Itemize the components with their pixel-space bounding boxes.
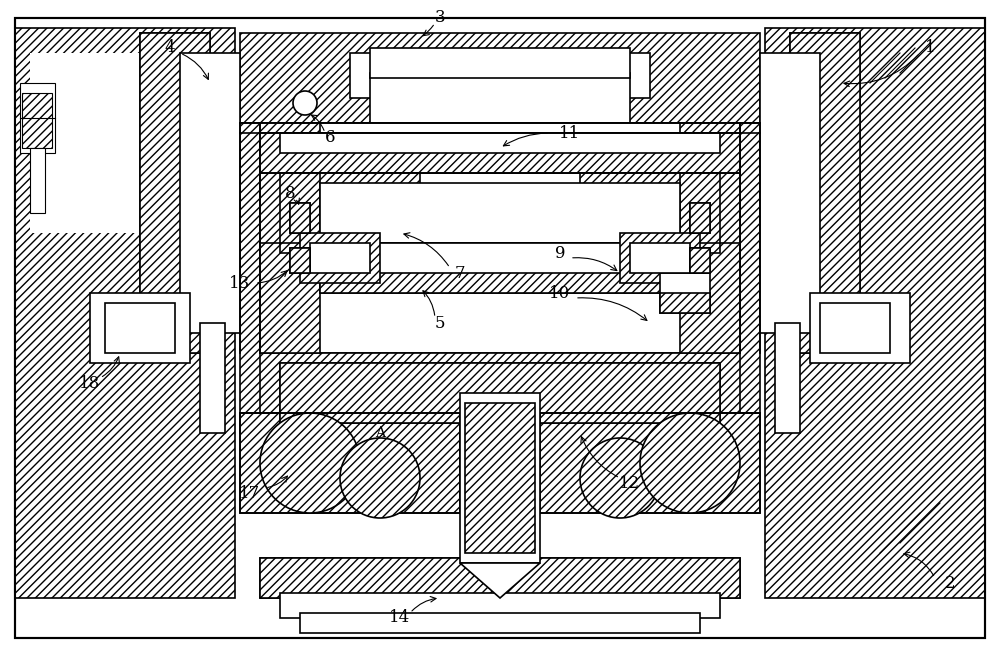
Bar	[260, 558, 740, 598]
Bar	[460, 413, 760, 513]
Bar	[240, 123, 760, 433]
Bar	[105, 303, 175, 353]
Bar	[280, 593, 720, 618]
Bar	[460, 393, 540, 563]
Bar	[690, 203, 710, 233]
Text: 14: 14	[389, 609, 411, 626]
Text: 10: 10	[549, 285, 571, 302]
Bar	[660, 293, 710, 313]
Bar	[260, 123, 320, 353]
Bar	[280, 133, 720, 153]
Bar	[310, 243, 370, 273]
Bar	[580, 173, 720, 253]
Bar	[280, 363, 720, 423]
Bar	[290, 203, 310, 233]
Bar	[320, 183, 680, 243]
Bar	[775, 323, 800, 433]
Text: 5: 5	[435, 315, 445, 332]
Bar	[760, 53, 820, 333]
Bar	[260, 133, 740, 173]
Bar	[350, 53, 650, 98]
Bar	[790, 33, 860, 353]
Text: 18: 18	[79, 375, 101, 392]
Bar	[370, 48, 630, 78]
Bar	[620, 233, 700, 283]
Bar	[340, 243, 660, 273]
Bar	[240, 413, 540, 513]
Text: 3: 3	[435, 10, 445, 27]
Bar	[690, 248, 710, 273]
Bar	[240, 33, 760, 123]
Text: A: A	[375, 426, 385, 440]
Bar	[240, 413, 540, 513]
Bar	[630, 243, 690, 273]
Bar	[320, 268, 680, 293]
Bar	[200, 323, 225, 433]
Bar	[820, 303, 890, 353]
Text: 8: 8	[285, 185, 295, 202]
Bar	[290, 203, 310, 233]
Bar	[460, 413, 760, 513]
Text: 2: 2	[945, 575, 955, 592]
Bar	[765, 28, 985, 598]
Bar	[260, 133, 740, 173]
Circle shape	[293, 91, 317, 115]
Circle shape	[640, 413, 740, 513]
Bar	[300, 613, 700, 633]
Bar	[280, 363, 720, 423]
Bar	[690, 248, 710, 273]
Text: 9: 9	[555, 244, 565, 261]
Bar	[140, 33, 210, 353]
Bar	[290, 248, 310, 273]
Bar	[260, 353, 740, 433]
Bar	[30, 53, 170, 233]
Bar	[465, 403, 535, 553]
Bar	[180, 53, 240, 333]
Bar	[140, 33, 210, 353]
Text: 1: 1	[925, 39, 935, 57]
Bar	[15, 28, 235, 598]
Bar	[810, 293, 910, 363]
Bar	[20, 83, 55, 153]
Bar	[90, 293, 190, 363]
Bar	[290, 248, 310, 273]
Text: 4: 4	[165, 39, 175, 57]
Bar	[790, 33, 860, 353]
Circle shape	[260, 413, 360, 513]
Text: 12: 12	[619, 475, 641, 492]
Circle shape	[340, 438, 420, 518]
Bar	[680, 123, 740, 353]
Bar	[280, 173, 420, 253]
Bar	[260, 558, 740, 598]
Bar	[300, 233, 380, 283]
Bar	[30, 148, 45, 213]
Circle shape	[580, 438, 660, 518]
Bar	[260, 123, 740, 353]
Bar	[370, 73, 630, 123]
Polygon shape	[460, 563, 540, 598]
Bar	[660, 273, 710, 313]
Text: 17: 17	[239, 485, 261, 502]
Bar	[22, 93, 52, 148]
Text: 6: 6	[325, 129, 335, 146]
Text: 7: 7	[455, 264, 465, 281]
Text: 11: 11	[559, 125, 581, 142]
Bar	[320, 243, 680, 293]
Bar	[690, 203, 710, 233]
Text: 13: 13	[229, 274, 251, 291]
